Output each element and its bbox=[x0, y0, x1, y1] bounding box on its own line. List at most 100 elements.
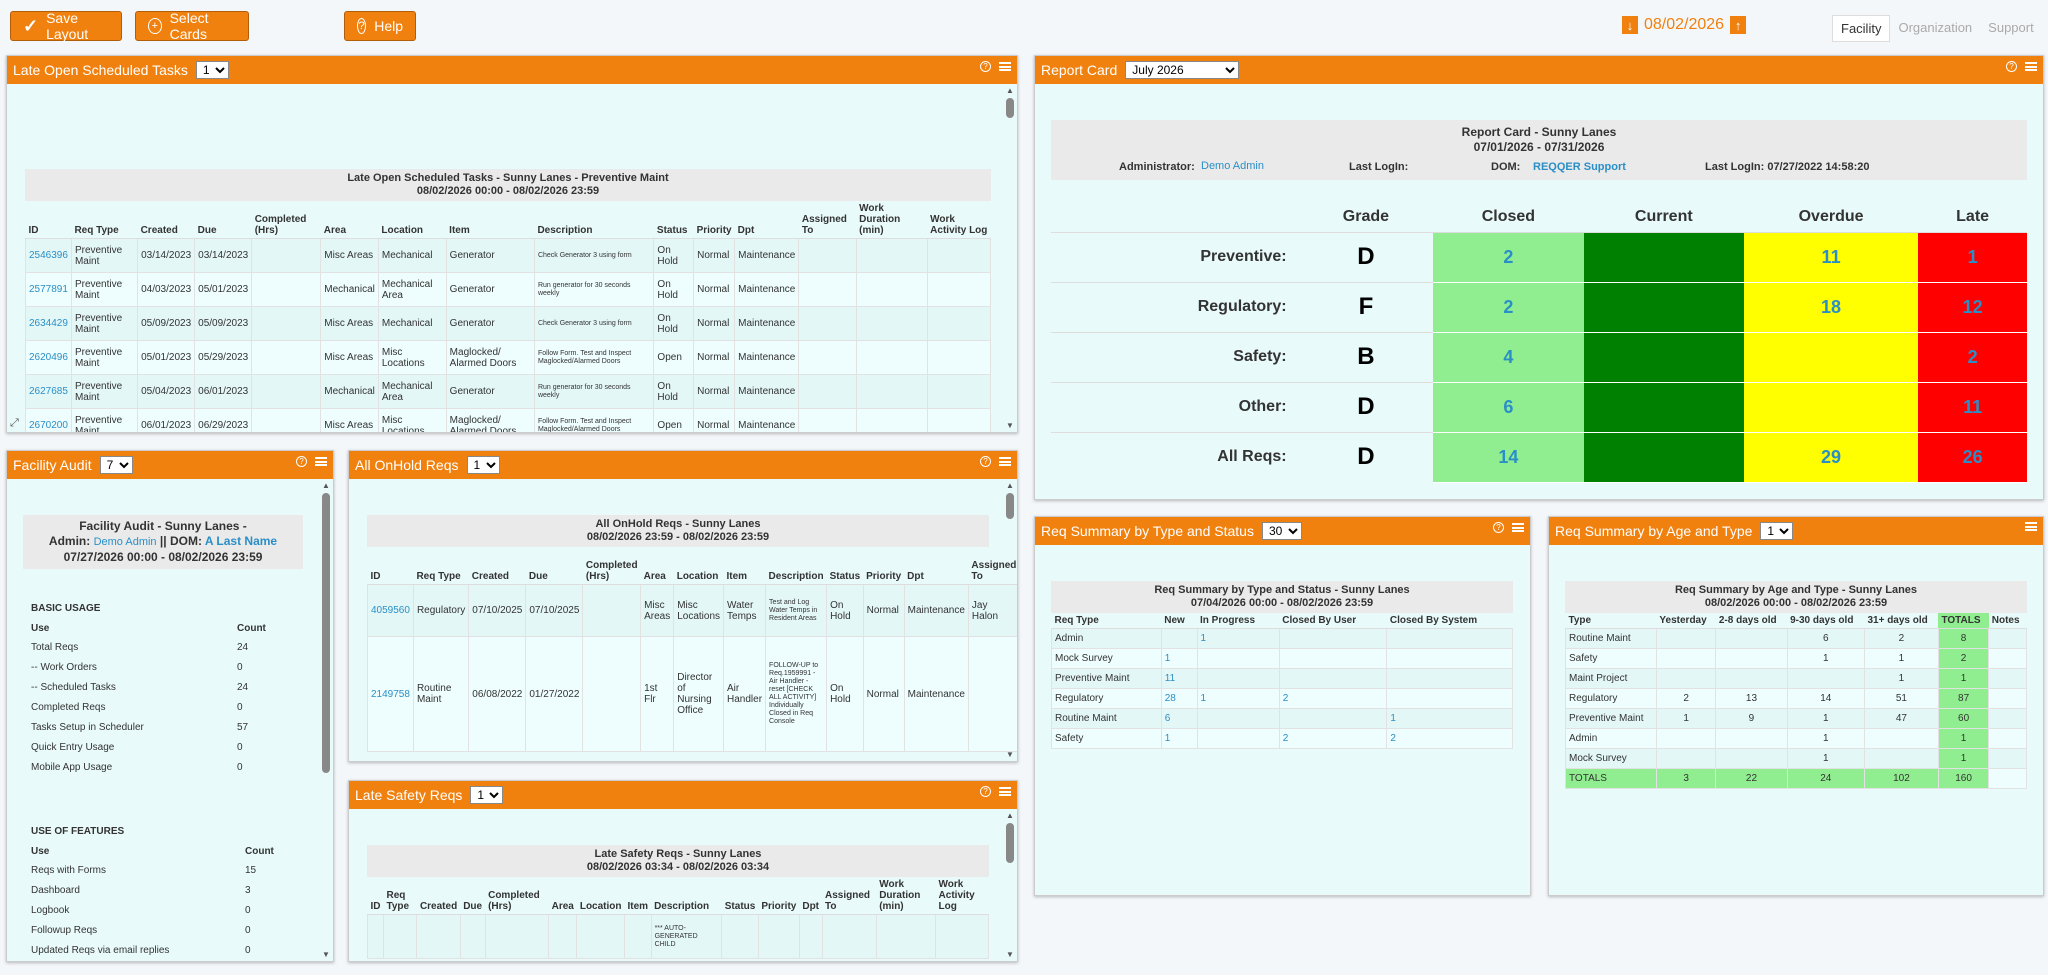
type-label: Preventive Maint bbox=[1565, 708, 1657, 729]
table-cell bbox=[798, 340, 857, 375]
overdue-count[interactable]: 11 bbox=[1743, 232, 1919, 283]
current-count[interactable] bbox=[1583, 432, 1744, 483]
table-cell: Maintenance bbox=[734, 340, 800, 375]
tab-organization[interactable]: Organization bbox=[1898, 20, 1973, 35]
count-link[interactable]: 2 bbox=[1386, 728, 1513, 749]
arrow-up-icon[interactable]: ↑ bbox=[1730, 16, 1747, 34]
count-link[interactable] bbox=[1386, 648, 1513, 669]
help-icon[interactable]: ? bbox=[2006, 61, 2017, 72]
menu-icon[interactable] bbox=[2025, 62, 2037, 71]
tab-support[interactable]: Support bbox=[1988, 20, 2034, 35]
select-cards-button[interactable]: + Select Cards bbox=[135, 10, 249, 42]
period-select[interactable]: 1 bbox=[470, 786, 504, 804]
help-icon[interactable]: ? bbox=[980, 786, 991, 797]
menu-icon[interactable] bbox=[999, 62, 1011, 71]
help-icon[interactable]: ? bbox=[296, 456, 307, 467]
current-count[interactable] bbox=[1583, 382, 1744, 433]
current-date[interactable]: 08/02/2026 bbox=[1644, 16, 1725, 33]
vertical-scrollbar[interactable]: ▲ ▼ bbox=[322, 481, 330, 959]
count-link[interactable] bbox=[1278, 628, 1388, 649]
count-link[interactable]: 1 bbox=[1160, 648, 1198, 669]
period-select[interactable]: 1 bbox=[195, 61, 229, 79]
current-count[interactable] bbox=[1583, 282, 1744, 333]
closed-count[interactable]: 14 bbox=[1433, 432, 1584, 483]
count-link[interactable] bbox=[1386, 628, 1513, 649]
arrow-down-icon[interactable]: ↓ bbox=[1622, 16, 1638, 34]
help-icon[interactable]: ? bbox=[980, 456, 991, 467]
dom-link[interactable]: REQQER Support bbox=[1533, 161, 1626, 173]
save-layout-button[interactable]: ✓ Save Layout bbox=[10, 10, 122, 42]
count-link[interactable] bbox=[1196, 648, 1280, 669]
help-button[interactable]: ? Help bbox=[344, 11, 416, 41]
count-link[interactable]: 28 bbox=[1160, 688, 1198, 709]
req-id-link[interactable]: 2634429 bbox=[25, 306, 72, 341]
table-cell: Normal bbox=[862, 584, 905, 637]
count-link[interactable]: 6 bbox=[1160, 708, 1198, 729]
menu-icon[interactable] bbox=[999, 457, 1011, 466]
resize-icon[interactable]: ⤢ bbox=[10, 417, 19, 429]
late-count[interactable]: 11 bbox=[1918, 382, 2027, 433]
count-link[interactable]: 1 bbox=[1160, 728, 1198, 749]
current-count[interactable] bbox=[1583, 332, 1744, 383]
count-link[interactable] bbox=[1278, 708, 1388, 729]
count-link[interactable] bbox=[1386, 688, 1513, 709]
help-icon[interactable]: ? bbox=[1493, 522, 1504, 533]
menu-icon[interactable] bbox=[315, 457, 327, 466]
report-range: 07/01/2026 - 07/31/2026 bbox=[1473, 140, 1605, 154]
late-count[interactable]: 2 bbox=[1918, 332, 2027, 383]
closed-count[interactable]: 2 bbox=[1433, 232, 1584, 283]
table-cell: Open bbox=[653, 340, 695, 375]
count-link[interactable] bbox=[1278, 668, 1388, 689]
table-cell: Maintenance bbox=[734, 272, 800, 307]
count-link[interactable]: 1 bbox=[1386, 708, 1513, 729]
req-id-link[interactable]: 2670200 bbox=[25, 408, 72, 432]
req-id-link[interactable]: 4059560 bbox=[367, 584, 414, 637]
period-select[interactable]: 7 bbox=[99, 456, 133, 474]
count-link[interactable]: 1 bbox=[1196, 628, 1280, 649]
overdue-count[interactable] bbox=[1743, 382, 1919, 433]
closed-count[interactable]: 6 bbox=[1433, 382, 1584, 433]
type-label: Preventive Maint bbox=[1051, 668, 1162, 689]
vertical-scrollbar[interactable]: ▲ ▼ bbox=[1006, 811, 1014, 959]
menu-icon[interactable] bbox=[999, 787, 1011, 796]
late-count[interactable]: 1 bbox=[1918, 232, 2027, 283]
req-id-link[interactable]: 2620496 bbox=[25, 340, 72, 375]
admin-link[interactable]: Demo Admin bbox=[93, 536, 157, 548]
month-select[interactable]: July 2026 bbox=[1125, 61, 1240, 79]
count-link[interactable] bbox=[1278, 648, 1388, 669]
overdue-count[interactable]: 29 bbox=[1743, 432, 1919, 483]
count-link[interactable] bbox=[1386, 668, 1513, 689]
current-count[interactable] bbox=[1583, 232, 1744, 283]
count-link[interactable]: 2 bbox=[1278, 688, 1388, 709]
column-header: Item bbox=[446, 201, 535, 239]
tab-facility[interactable]: Facility bbox=[1832, 15, 1891, 42]
help-icon[interactable]: ? bbox=[980, 61, 991, 72]
admin-link[interactable]: Demo Admin bbox=[1201, 160, 1264, 172]
vertical-scrollbar[interactable]: ▲ ▼ bbox=[1006, 481, 1014, 759]
overdue-count[interactable]: 18 bbox=[1743, 282, 1919, 333]
count-link[interactable]: 1 bbox=[1196, 688, 1280, 709]
period-select[interactable]: 30 bbox=[1261, 522, 1302, 540]
menu-icon[interactable] bbox=[1512, 523, 1524, 532]
period-select[interactable]: 1 bbox=[466, 456, 500, 474]
count-link[interactable]: 2 bbox=[1278, 728, 1388, 749]
closed-count[interactable]: 2 bbox=[1433, 282, 1584, 333]
closed-count[interactable]: 4 bbox=[1433, 332, 1584, 383]
menu-icon[interactable] bbox=[2025, 522, 2037, 531]
table-cell: 06/08/2022 bbox=[468, 636, 527, 752]
late-count[interactable]: 26 bbox=[1918, 432, 2027, 483]
late-count[interactable]: 12 bbox=[1918, 282, 2027, 333]
req-id-link[interactable]: 2546396 bbox=[25, 238, 72, 273]
count-link[interactable]: 11 bbox=[1160, 668, 1198, 689]
count-link[interactable] bbox=[1160, 628, 1198, 649]
period-select[interactable]: 1 bbox=[1760, 522, 1794, 540]
count-link[interactable] bbox=[1196, 728, 1280, 749]
req-id-link[interactable]: 2627685 bbox=[25, 374, 72, 409]
count-link[interactable] bbox=[1196, 708, 1280, 729]
count-link[interactable] bbox=[1196, 668, 1280, 689]
dom-link[interactable]: A Last Name bbox=[204, 534, 278, 548]
overdue-count[interactable] bbox=[1743, 332, 1919, 383]
vertical-scrollbar[interactable]: ▲ ▼ bbox=[1006, 86, 1014, 430]
req-id-link[interactable]: 2149758 bbox=[367, 636, 414, 752]
req-id-link[interactable]: 2577891 bbox=[25, 272, 72, 307]
